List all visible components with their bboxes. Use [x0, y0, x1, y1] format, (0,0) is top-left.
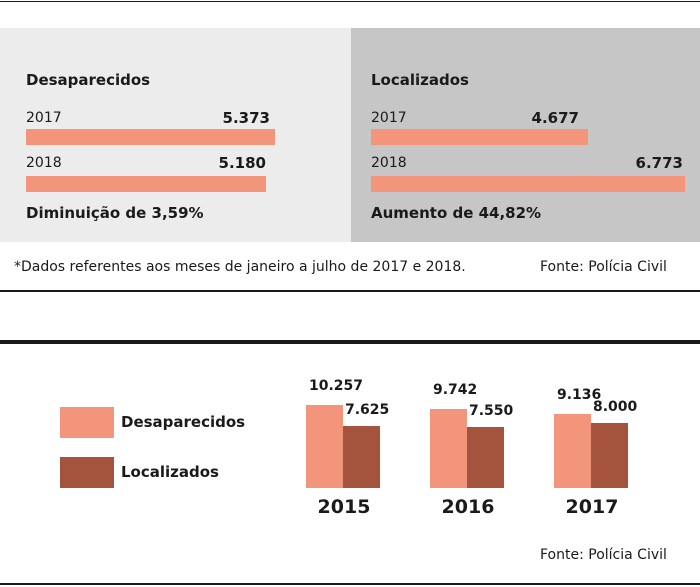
panel-title-localizados: Localizados	[371, 71, 469, 89]
category-label: 2017	[565, 496, 619, 518]
value-label: 5.180	[218, 154, 266, 172]
data-label: 9.742	[433, 382, 478, 398]
legend-label-localizados: Localizados	[121, 463, 219, 481]
divider-thin	[0, 290, 700, 292]
panel-desaparecidos: Desaparecidos 2017 5.373 2018 5.180 Dimi…	[0, 28, 351, 242]
value-label: 6.773	[635, 154, 683, 172]
footnote: *Dados referentes aos meses de janeiro a…	[14, 259, 466, 275]
year-label: 2018	[26, 155, 62, 171]
bar-localizados-2016	[467, 427, 504, 488]
data-label: 9.136	[557, 387, 602, 403]
legend-label-desaparecidos: Desaparecidos	[121, 413, 246, 431]
change-label: Aumento de 44,82%	[371, 204, 542, 222]
top-rule	[0, 1, 700, 2]
hbar-localizados-2017	[371, 129, 588, 145]
bar-desaparecidos-2016	[430, 409, 467, 488]
value-label: 5.373	[222, 109, 270, 127]
hbar-desaparecidos-2018	[26, 176, 266, 192]
value-label: 4.677	[531, 109, 579, 127]
data-label: 7.625	[345, 402, 390, 418]
change-label: Diminuição de 3,59%	[26, 204, 204, 222]
hbar-localizados-2018	[371, 176, 685, 192]
category-label: 2015	[317, 496, 371, 518]
year-label: 2017	[371, 110, 407, 126]
panel-localizados: Localizados 2017 4.677 2018 6.773 Aument…	[351, 28, 700, 242]
divider-thick	[0, 340, 700, 344]
data-label: 10.257	[309, 378, 364, 394]
bar-localizados-2017	[591, 423, 628, 488]
year-label: 2017	[26, 110, 62, 126]
data-label: 7.550	[469, 403, 514, 419]
bottom-rule	[0, 583, 700, 585]
panel-title-desaparecidos: Desaparecidos	[26, 71, 151, 89]
data-label: 8.000	[593, 399, 638, 415]
legend-swatch-localizados	[60, 457, 114, 488]
bar-localizados-2015	[343, 426, 380, 488]
category-label: 2016	[441, 496, 495, 518]
source-label: Fonte: Polícia Civil	[540, 259, 667, 275]
legend-swatch-desaparecidos	[60, 407, 114, 438]
bar-desaparecidos-2017	[554, 414, 591, 488]
hbar-desaparecidos-2017	[26, 129, 275, 145]
year-label: 2018	[371, 155, 407, 171]
bar-desaparecidos-2015	[306, 405, 343, 488]
chart-source-label: Fonte: Polícia Civil	[540, 547, 667, 563]
